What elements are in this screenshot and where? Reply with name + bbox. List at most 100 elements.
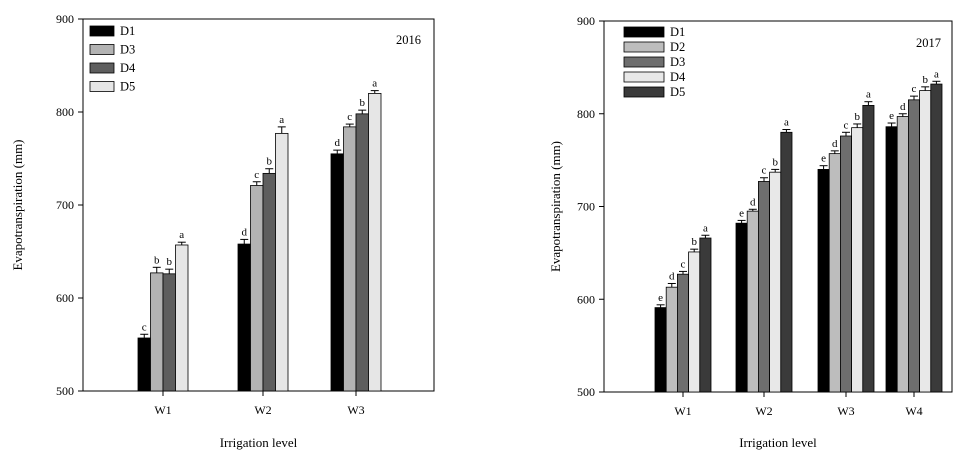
chart0-significance-letter: d [242,226,248,238]
chart-2016: 500 600 700 800 900 W1 W2 W3 Irrigation level Eva… [10,12,435,450]
chart1-bar [908,99,921,393]
chart1-significance-letter: b [691,236,697,248]
chart1-bar [746,210,759,393]
chart1-ytick-label: 700 [577,200,595,214]
chart0-legend-swatch [89,44,115,55]
chart0-bar [237,243,251,392]
chart1-bar [828,153,841,393]
chart1-bar [677,273,690,393]
chart1-xtick-label: W3 [837,404,854,418]
chart1-bar [780,131,793,393]
chart1-legend-label: D4 [670,70,686,84]
chart0-significance-letter: c [347,111,352,123]
chart1-xtick-label: W4 [905,404,922,418]
chart1-significance-letter: c [844,119,849,131]
chart1-significance-letter: c [762,165,767,177]
chart0-y-axis-label: Evapotranspiration (mm) [10,139,25,270]
chart1-bar [758,181,771,393]
chart0-xtick-label: W1 [154,403,171,417]
chart1-bar [654,307,667,393]
chart1-significance-letter: b [854,111,860,123]
chart0-ytick-label: 900 [56,12,74,26]
chart0-bar [175,244,189,392]
chart0-legend-swatch [89,25,115,37]
chart1-bar [862,105,875,393]
chart0-significance-letter: b [360,97,366,109]
chart0-significance-letter: b [154,254,160,266]
chart1-xtick-label: W2 [755,404,772,418]
chart-2017: 500 600 700 800 900 W1 W2 W3 W4 Irrigation level E… [548,14,953,450]
chart0-bar [150,272,164,392]
chart1-bar [930,83,943,393]
chart1-ytick-label: 900 [577,14,595,28]
chart0-legend-swatch [89,62,115,74]
chart0-significance-letter: b [267,156,273,168]
chart0-bar [275,132,289,392]
chart1-significance-letter: c [912,83,917,95]
chart1-legend-swatch [623,71,665,83]
chart1-significance-letter: b [922,74,928,86]
chart1-significance-letter: a [934,68,939,80]
chart1-significance-letter: a [866,89,871,101]
chart0-legend-label: D3 [120,43,135,57]
chart0-xtick-label: W3 [347,403,364,417]
chart0-ytick-label: 600 [56,291,74,305]
chart1-legend-label: D3 [670,55,685,69]
chart1-significance-letter: d [832,138,838,150]
chart1-significance-letter: d [669,270,675,282]
chart0-bar [343,126,357,392]
chart0-significance-letter: b [167,256,173,268]
chart1-significance-letter: d [750,196,756,208]
chart1-ytick-label: 500 [577,385,595,399]
chart1-legend-label: D1 [670,25,685,39]
chart1-bar [699,237,712,393]
chart1-bar [769,171,782,393]
chart1-bar [665,286,678,393]
chart1-significance-letter: b [772,156,778,168]
chart1-y-axis-label: Evapotranspiration (mm) [548,141,563,272]
chart0-significance-letter: a [372,78,377,90]
chart1-bar [851,127,864,393]
chart0-bar [368,93,382,392]
chart1-significance-letter: e [658,292,663,304]
chart0-significance-letter: a [179,229,184,241]
chart1-x-axis-label: Irrigation level [739,435,817,450]
chart0-legend-label: D5 [120,80,135,94]
chart1-legend-swatch [623,56,665,68]
chart0-significance-letter: c [142,321,147,333]
chart1-significance-letter: a [703,222,708,234]
chart1-significance-letter: e [821,153,826,165]
chart1-significance-letter: a [784,117,789,129]
chart1-bar [919,90,932,393]
chart1-bar [817,168,830,393]
chart1-legend-swatch [623,86,665,98]
chart0-x-axis-label: Irrigation level [220,435,298,450]
chart1-bar [885,126,898,393]
chart1-legend-label: D5 [670,85,685,99]
chart0-significance-letter: a [279,114,284,126]
chart0-bar [355,113,369,392]
chart0-title: 2016 [396,33,421,47]
chart1-legend-swatch [623,26,665,38]
chart0-legend-swatch [89,81,115,92]
chart1-significance-letter: e [889,110,894,122]
chart0-ytick-label: 800 [56,105,74,119]
chart1-significance-letter: e [739,207,744,219]
chart1-significance-letter: c [681,258,686,270]
chart1-bar [840,135,853,393]
chart0-significance-letter: c [254,169,259,181]
chart0-legend-label: D1 [120,24,135,38]
chart0-bar [330,153,344,392]
chart1-bar [688,251,701,393]
chart0-bar [250,185,264,392]
chart0-significance-letter: d [335,137,341,149]
chart0-xtick-label: W2 [254,403,271,417]
chart0-ytick-label: 500 [56,384,74,398]
chart1-title: 2017 [916,36,941,50]
chart1-xtick-label: W1 [674,404,691,418]
chart0-ytick-label: 700 [56,198,74,212]
chart1-bar [735,222,748,393]
chart0-legend-label: D4 [120,61,136,75]
chart0-bar [162,273,176,392]
